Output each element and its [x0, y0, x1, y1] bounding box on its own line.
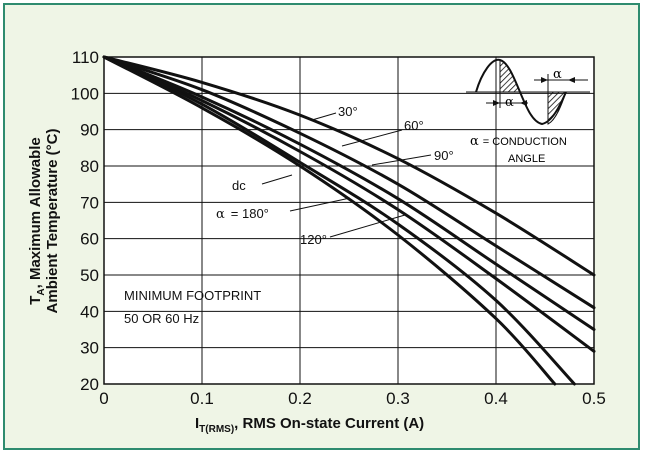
x-tick-label: 0 [99, 389, 108, 408]
curve-labels: 30° 60° 90° dc α = 180° 120° [216, 104, 454, 247]
label-180: α = 180° [216, 206, 269, 222]
curve-line [102, 55, 596, 310]
inset-alpha-upper: α [553, 67, 562, 82]
curves [102, 55, 596, 386]
y-tick-label: 80 [80, 157, 99, 176]
x-axis-title-sub: T(RMS) [199, 424, 234, 435]
footprint-note-line1: MINIMUM FOOTPRINT [124, 288, 261, 303]
inset-definition-line2: ANGLE [508, 153, 545, 165]
inset-arrowhead-upper-left [541, 77, 548, 83]
y-axis-title-sub: A [36, 288, 47, 295]
label-30: 30° [338, 104, 358, 119]
y-tick-label: 90 [80, 121, 99, 140]
tick-labels: 20 30 40 50 60 70 80 90 100 110 0 0.1 0.2 0.3 0.4 0.5 [71, 48, 606, 408]
inset-arrowhead-upper-right [568, 77, 575, 83]
leader-30 [311, 112, 337, 121]
leader-dc [261, 174, 293, 185]
leader-60 [341, 129, 403, 147]
y-tick-label: 110 [72, 48, 99, 67]
inset-arrowhead-lower-left [493, 100, 500, 106]
y-tick-label: 70 [80, 193, 99, 212]
x-axis-title-rest: , RMS On-state Current (A) [234, 415, 424, 432]
y-tick-label: 40 [80, 302, 99, 321]
y-tick-label: 100 [71, 84, 99, 103]
x-tick-label: 0.5 [582, 389, 606, 408]
x-tick-label: 0.2 [288, 389, 312, 408]
x-tick-label: 0.3 [386, 389, 410, 408]
y-axis-title: TA, Maximum Allowable Ambient Temperatur… [27, 129, 61, 314]
curve-line [102, 55, 596, 331]
x-axis-title: IT(RMS), RMS On-state Current (A) [195, 415, 424, 435]
x-tick-label: 0.1 [190, 389, 214, 408]
inset-arrowhead-lower-right [520, 100, 527, 106]
y-tick-label: 50 [80, 266, 99, 285]
y-tick-label: 20 [80, 375, 99, 394]
y-tick-label: 60 [80, 230, 99, 249]
y-axis-title-rest: , Maximum Allowable [27, 137, 44, 288]
label-90: 90° [434, 148, 454, 163]
plot-area [103, 56, 595, 385]
svg-text:TA, Maximum Allowable: TA, Maximum Allowable [27, 137, 47, 305]
inset-definition-alpha: α [470, 134, 479, 149]
inset-alpha-lower: α [505, 95, 514, 110]
y-axis-title-main: T [27, 296, 44, 305]
x-tick-label: 0.4 [484, 389, 508, 408]
curve-line [102, 55, 576, 386]
inset-definition-line1: α = CONDUCTION [470, 134, 567, 149]
inset-hatch-negative [547, 91, 567, 125]
label-180-rest: = 180° [231, 206, 269, 221]
y-tick-label: 30 [80, 339, 99, 358]
leader-90 [371, 154, 432, 166]
inset-hatch-positive [499, 59, 521, 93]
curve-line [102, 55, 557, 386]
leader-180 [289, 197, 351, 212]
curve-line [102, 55, 596, 277]
curve-line [102, 55, 596, 353]
footprint-note-line2: 50 OR 60 Hz [124, 311, 199, 326]
label-dc: dc [232, 178, 246, 193]
label-60: 60° [404, 118, 424, 133]
inset-definition-rest: = CONDUCTION [483, 136, 567, 148]
grid [104, 57, 594, 384]
label-120: 120° [300, 232, 327, 247]
x-axis-title-main: I [195, 415, 199, 432]
conduction-angle-inset: α α α = CONDUCTION ANGLE [466, 58, 590, 165]
y-axis-title-line2: Ambient Temperature (°C) [44, 129, 61, 314]
label-180-alpha: α [216, 207, 225, 222]
curve-annotations [261, 112, 432, 238]
leader-120 [329, 214, 406, 238]
